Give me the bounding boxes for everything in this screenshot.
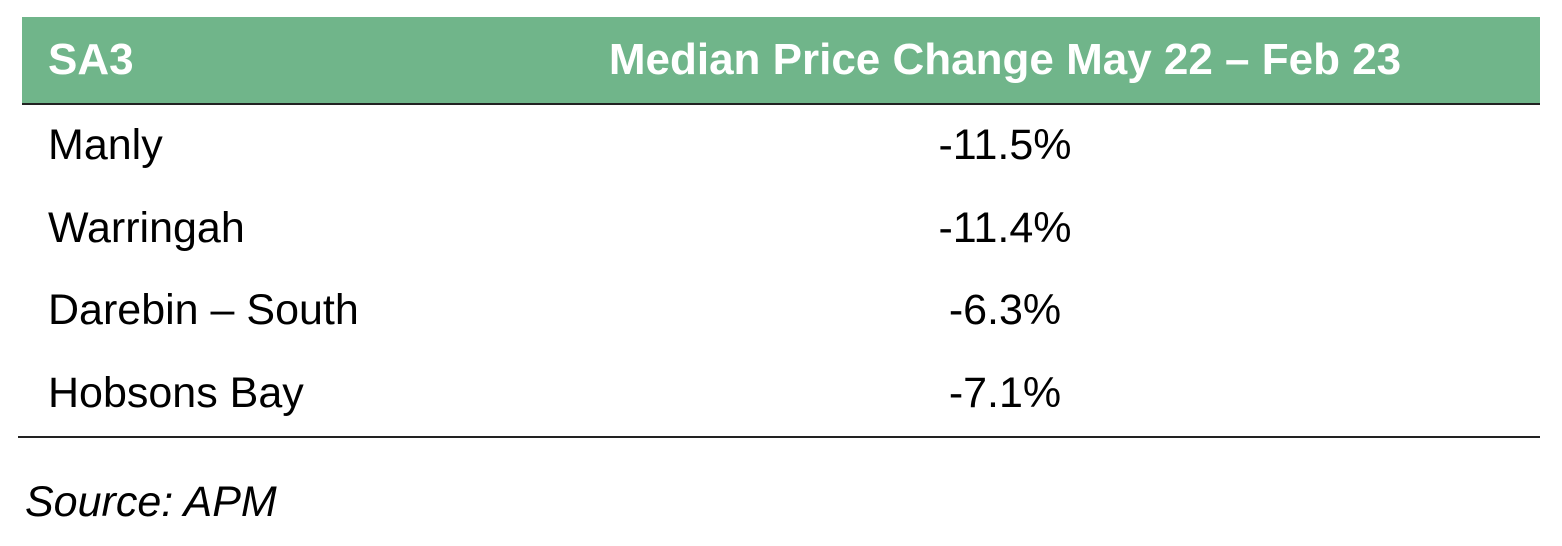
change-cell: -11.4% — [938, 203, 1072, 252]
change-cell: -7.1% — [948, 368, 1062, 417]
region-cell: Manly — [48, 121, 163, 169]
region-cell: Hobsons Bay — [48, 368, 304, 417]
region-cell: Warringah — [48, 203, 245, 252]
region-cell: Darebin – South — [48, 286, 359, 334]
change-cell: -11.5% — [938, 121, 1072, 169]
header-cell: Median Price Change May 22 – Feb 23 — [608, 35, 1402, 84]
change-cell: -6.3% — [948, 286, 1062, 334]
source-note: Source: APM — [25, 478, 277, 526]
table-rule — [18, 436, 1540, 438]
header-band — [22, 17, 1540, 105]
header-cell: SA3 — [48, 35, 134, 84]
